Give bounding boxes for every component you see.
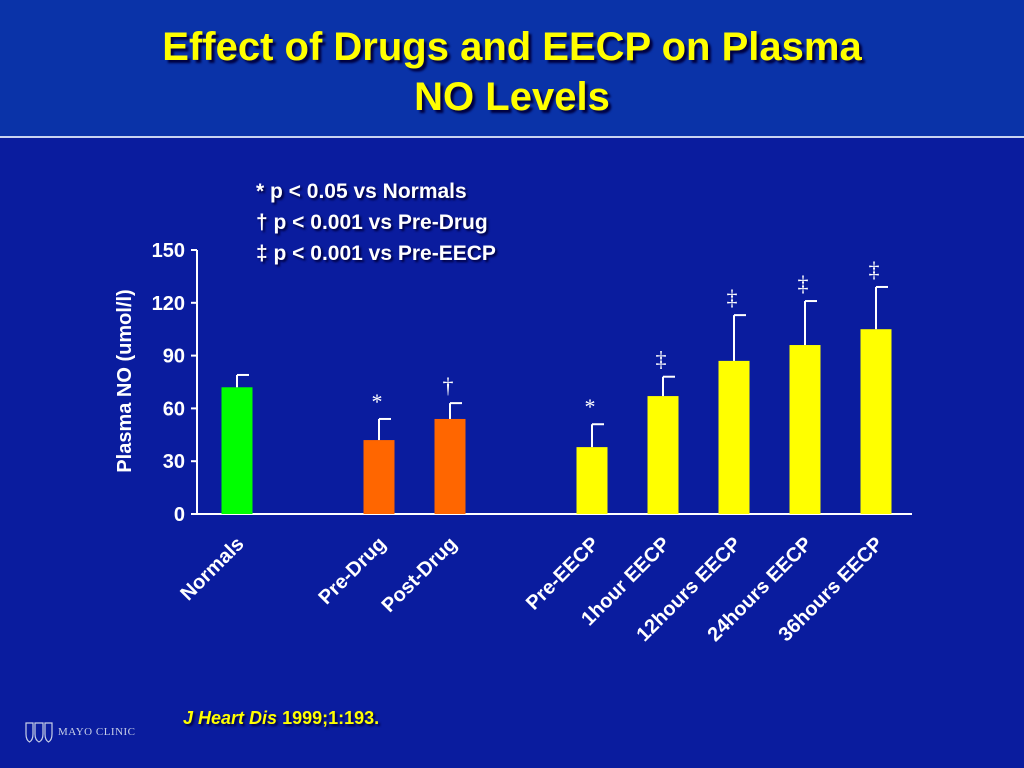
citation-reference: 1999;1:193. <box>282 708 380 728</box>
significance-legend: * p < 0.05 vs Normals † p < 0.001 vs Pre… <box>256 176 496 269</box>
title-line-1: Effect of Drugs and EECP on Plasma <box>162 25 862 69</box>
mayo-shield-icon <box>25 722 53 743</box>
logo-text: MAYO CLINIC <box>58 726 136 738</box>
x-tick-label: Normals <box>176 533 248 605</box>
bar <box>363 440 395 514</box>
legend-item-normals: * p < 0.05 vs Normals <box>256 180 467 203</box>
significance-mark: ‡ <box>869 257 880 282</box>
bar <box>789 345 821 514</box>
y-tick-label: 0 <box>174 504 185 526</box>
citation-journal: J Heart Dis <box>183 708 278 728</box>
y-tick-label: 150 <box>152 240 185 262</box>
y-tick-label: 90 <box>163 346 185 368</box>
significance-mark: ‡ <box>798 271 809 296</box>
legend-item-pre-drug: † p < 0.001 vs Pre-Drug <box>256 211 488 234</box>
y-tick-label: 30 <box>163 451 185 473</box>
y-axis-label: Plasma NO (umol/l) <box>114 289 136 472</box>
citation: J Heart Dis 1999;1:193. <box>183 708 379 729</box>
bar <box>221 387 253 514</box>
bar <box>718 360 750 514</box>
mayo-clinic-logo: MAYO CLINIC <box>24 720 136 744</box>
significance-mark: * <box>585 394 596 419</box>
y-tick-label: 120 <box>152 293 185 315</box>
title-line-2: NO Levels <box>414 75 610 119</box>
significance-mark: ‡ <box>656 347 667 372</box>
slide-title: Effect of Drugs and EECP on Plasma NO Le… <box>0 22 1024 122</box>
legend-item-pre-eecp: ‡ p < 0.001 vs Pre-EECP <box>256 242 496 265</box>
significance-mark: † <box>443 373 454 398</box>
x-tick-label: Pre-Drug <box>314 533 390 609</box>
y-tick-label: 60 <box>163 398 185 420</box>
significance-mark: ‡ <box>727 285 738 310</box>
bar <box>860 329 892 514</box>
title-bar: Effect of Drugs and EECP on Plasma NO Le… <box>0 0 1024 138</box>
significance-mark: * <box>372 389 383 414</box>
bar <box>647 396 679 514</box>
bar <box>576 447 608 514</box>
x-tick-label: Post-Drug <box>378 533 462 617</box>
bar <box>434 418 466 514</box>
